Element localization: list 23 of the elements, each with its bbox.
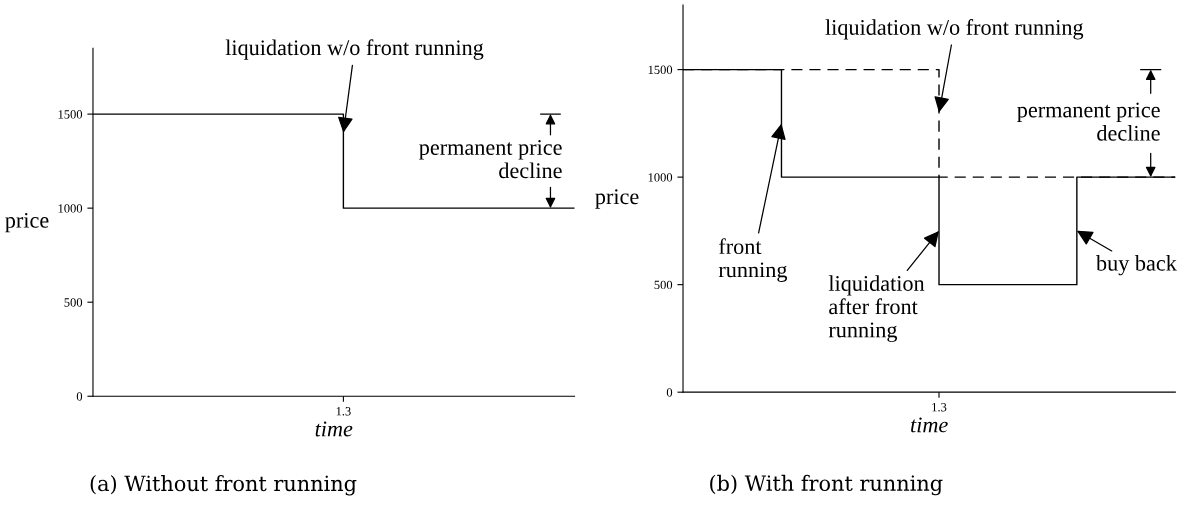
annotation: permanent price decline: [1017, 102, 1160, 141]
text: (b) With front running: [710, 474, 943, 496]
y-tick-label: 500: [654, 280, 673, 290]
y-tick-label: 1500: [648, 65, 673, 75]
x-axis-title: time: [911, 417, 948, 433]
y-tick-label: 1500: [58, 110, 83, 119]
y-tick-label: 1000: [648, 173, 673, 182]
annotation: liquidation after front running: [828, 275, 925, 343]
text: (a) Without front running: [90, 475, 357, 496]
y-tick-label: 500: [64, 298, 83, 307]
x-axis-title: time: [315, 421, 353, 437]
y-axis-title: price: [595, 189, 639, 209]
annotation: front running: [718, 238, 788, 282]
y-tick-label: 0: [666, 388, 673, 397]
y-tick-label: 0: [76, 392, 83, 401]
annotation: liquidation w/o front running: [225, 39, 484, 60]
annotation: liquidation w/o front running: [825, 19, 1084, 40]
annotation: permanent price decline: [419, 140, 562, 179]
x-tick-label: 1.3: [932, 402, 947, 412]
annotation: buy back: [1096, 255, 1177, 276]
y-tick-label: 1000: [58, 204, 83, 213]
y-axis-title: price: [5, 212, 49, 233]
x-tick-label: 1.3: [336, 407, 351, 416]
